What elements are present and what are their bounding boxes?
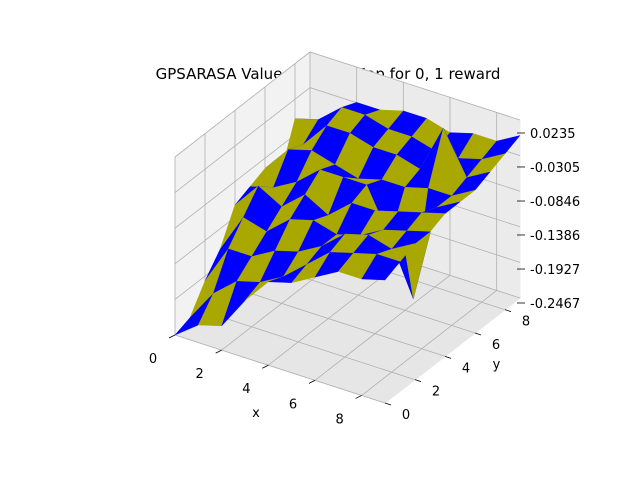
y-tick-label: 4	[462, 361, 470, 376]
y-tick-mark	[444, 355, 452, 359]
x-tick-mark	[215, 349, 222, 354]
z-grid-line	[174, 51, 521, 158]
x-tick-label: 0	[149, 352, 157, 367]
y-tick-label: 0	[402, 408, 410, 423]
x-tick-mark	[308, 379, 316, 384]
y-tick-label: 6	[492, 338, 500, 353]
x-tick-label: 8	[336, 412, 344, 427]
surface-face	[361, 253, 401, 281]
x-tick-mark	[355, 395, 362, 399]
z-tick-label: -0.2467	[530, 297, 580, 312]
y-tick-mark	[414, 379, 422, 383]
z-tick-label: -0.0305	[530, 161, 580, 176]
axis-ticks-and-labels: 0 2 4 6 8 x 0 2 4 6 8 y 0.0235 -0.0305 -0.0846 -0.1386 -…	[149, 127, 580, 427]
x-axis-label: x	[252, 406, 260, 421]
surface-mesh	[174, 102, 521, 336]
x-tick-label: 4	[242, 382, 250, 397]
z-tick-label: 0.0235	[530, 127, 576, 142]
y-tick-label: 2	[432, 385, 440, 400]
z-tick-label: -0.0846	[530, 195, 580, 210]
x-tick-mark	[168, 334, 176, 339]
y-tick-label: 8	[522, 315, 530, 330]
x-tick-label: 6	[289, 397, 297, 412]
z-tick-label: -0.1386	[530, 229, 580, 244]
y-tick-mark	[384, 402, 392, 406]
x-tick-mark	[262, 364, 269, 369]
x-tick-label: 2	[196, 367, 204, 382]
y-tick-mark	[474, 332, 482, 336]
z-tick-label: -0.1927	[530, 263, 580, 278]
y-axis-label: y	[493, 358, 501, 373]
y-tick-mark	[504, 309, 512, 313]
